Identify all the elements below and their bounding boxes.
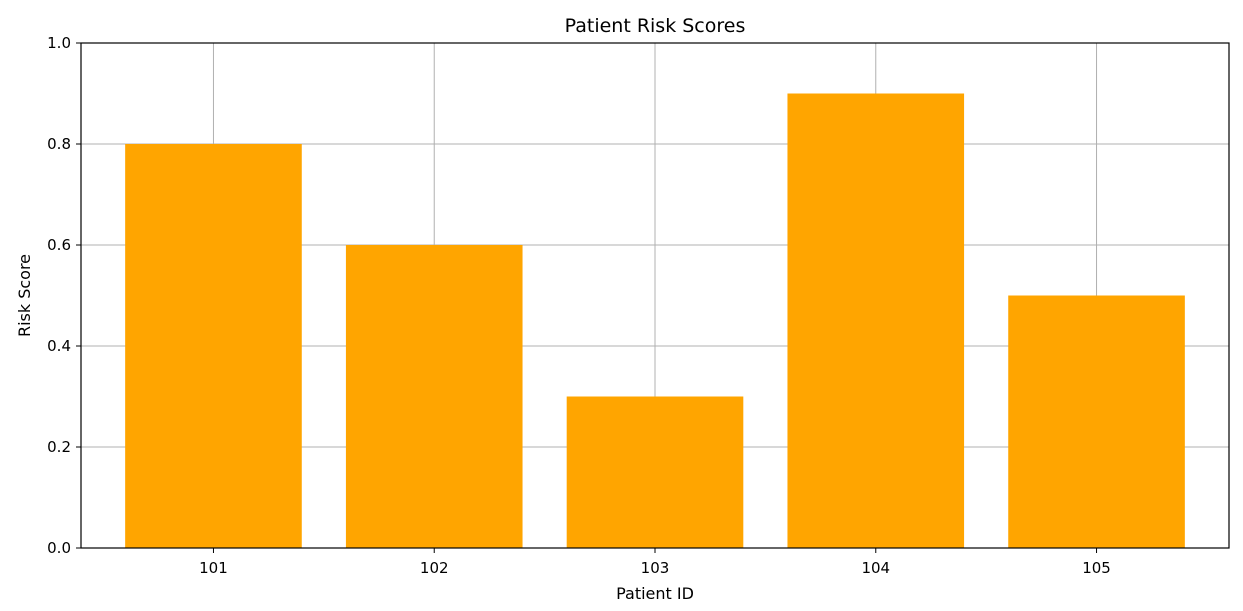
- bar-104: [787, 93, 965, 548]
- x-tick-label: 104: [861, 559, 890, 577]
- y-tick-label: 0.4: [47, 337, 71, 355]
- y-tick-label: 0.6: [47, 236, 71, 254]
- x-tick-label: 102: [420, 559, 449, 577]
- bar-105: [1008, 295, 1185, 548]
- chart-title: Patient Risk Scores: [565, 15, 746, 37]
- y-axis: 0.0 0.2 0.4 0.6 0.8 1.0: [47, 34, 81, 557]
- bar-102: [345, 245, 523, 548]
- bar-101: [125, 144, 302, 548]
- bar-103: [566, 396, 744, 548]
- y-tick-label: 0.0: [47, 539, 71, 557]
- bars: [125, 93, 1185, 548]
- y-tick-label: 1.0: [47, 34, 71, 52]
- x-tick-label: 101: [199, 559, 228, 577]
- y-tick-label: 0.8: [47, 135, 71, 153]
- x-axis-label: Patient ID: [616, 584, 694, 603]
- y-axis-label: Risk Score: [15, 254, 34, 337]
- y-tick-label: 0.2: [47, 438, 71, 456]
- x-tick-label: 105: [1082, 559, 1111, 577]
- x-axis: 101 102 103 104 105: [199, 548, 1111, 577]
- x-tick-label: 103: [641, 559, 670, 577]
